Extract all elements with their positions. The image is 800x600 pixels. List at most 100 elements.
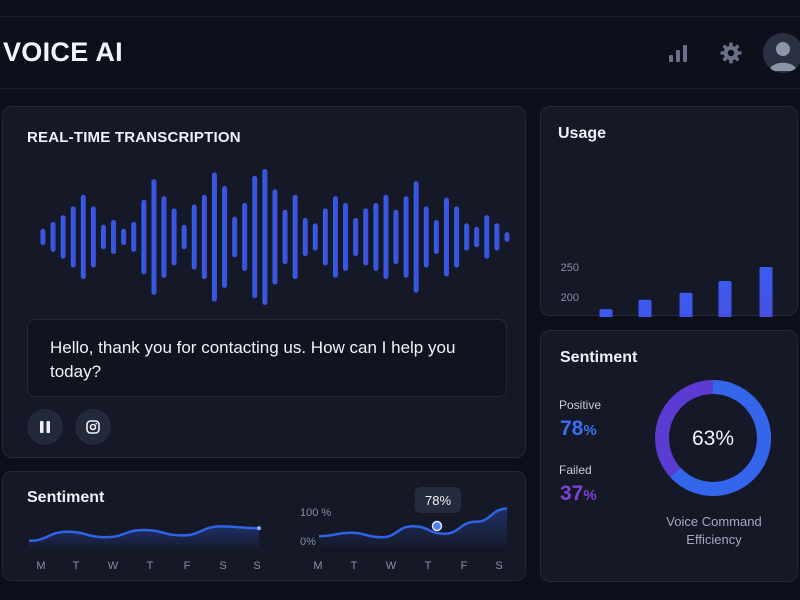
positive-label: Positive [559, 398, 602, 412]
trend-x-tick: S [219, 560, 226, 572]
waveform-bar [121, 228, 127, 246]
record-button[interactable] [75, 409, 111, 445]
waveform-bar [373, 203, 379, 271]
sentiment-card: Sentiment Positive 78% Failed 37% 63% Vo… [540, 330, 798, 582]
waveform-bar [393, 209, 399, 265]
trend-x-tick: S [253, 560, 260, 572]
waveform-bar [50, 222, 56, 252]
waveform-bar [333, 196, 338, 278]
trend-x-tick: T [147, 560, 154, 572]
sentiment-trend-title: Sentiment [27, 489, 105, 506]
trend-x-tick: W [108, 560, 119, 572]
waveform-bar [504, 232, 510, 242]
app-header: VOICE AI [0, 17, 800, 89]
trend-end-point [257, 526, 261, 531]
donut-arc [655, 380, 771, 496]
waveform-bar [171, 208, 177, 266]
usage-y-tick: 200 [561, 292, 579, 304]
waveform-bar [242, 203, 248, 271]
waveform-bar [464, 223, 470, 251]
waveform-bar [80, 194, 86, 280]
transcription-title: REAL-TIME TRANSCRIPTION [27, 129, 241, 146]
efficiency-donut: 63% [655, 380, 771, 496]
trend-tooltip-text: 78% [425, 493, 451, 508]
trend-y-tick: 0% [300, 536, 316, 548]
usage-y-tick: 250 [561, 262, 579, 274]
waveform-bar [484, 215, 490, 259]
waveform-bar [212, 172, 217, 302]
waveform-bar [101, 224, 106, 250]
trend-x-tick: F [461, 560, 468, 572]
waveform-bar [141, 199, 147, 275]
waveform-bar [252, 175, 258, 299]
waveform [40, 169, 510, 305]
usage-bar [599, 309, 613, 317]
gear-icon[interactable] [719, 41, 743, 65]
failed-unit: % [583, 487, 597, 504]
waveform-bar [60, 215, 66, 259]
waveform-bar [433, 220, 439, 254]
waveform-bar [222, 186, 228, 288]
pause-button[interactable] [27, 409, 63, 445]
waveform-bar [272, 189, 278, 285]
signal-bars-icon[interactable] [666, 41, 690, 65]
waveform-bar [383, 194, 389, 280]
waveform-bar [111, 220, 117, 254]
failed-number: 37 [560, 482, 584, 505]
failed-label: Failed [559, 463, 592, 477]
transcription-card: REAL-TIME TRANSCRIPTION Hello, thank you… [2, 106, 526, 458]
user-avatar-icon [769, 42, 797, 71]
waveform-bar [312, 223, 318, 251]
failed-value: 37% [560, 482, 597, 506]
trend-x-tick: M [36, 560, 45, 572]
usage-bar [759, 267, 773, 317]
positive-value: 78% [560, 417, 597, 441]
waveform-bar [282, 209, 288, 265]
trend-x-tick: T [73, 560, 80, 572]
waveform-bar [151, 179, 157, 295]
waveform-bar [181, 224, 187, 250]
trend-tooltip [415, 487, 461, 513]
waveform-bar [161, 196, 167, 278]
waveform-bar [413, 181, 419, 293]
donut-caption-line1: Voice Command [666, 514, 762, 529]
donut-label: 63% [692, 427, 734, 450]
trend-x-tick: T [351, 560, 358, 572]
waveform-bar [444, 197, 449, 277]
waveform-bar [131, 222, 137, 252]
waveform-bar [232, 216, 238, 258]
donut-caption: Voice Command Efficiency [649, 513, 779, 549]
usage-chart: 2502001501000MTWTS [561, 262, 773, 317]
trend-x-tick: S [495, 560, 502, 572]
user-avatar[interactable] [763, 33, 800, 73]
waveform-bar [70, 206, 76, 268]
trend-y-tick: 100 % [300, 507, 331, 519]
positive-unit: % [583, 422, 597, 439]
usage-bar [679, 292, 693, 317]
positive-number: 78 [560, 417, 584, 440]
trend-line [28, 525, 260, 543]
waveform-bar [201, 194, 207, 280]
usage-card: Usage 2502001501000MTWTS [540, 106, 798, 317]
waveform-bar [262, 169, 268, 305]
waveform-bar [403, 196, 409, 278]
waveform-bar [494, 223, 500, 251]
record-icon [86, 420, 100, 434]
usage-bar [718, 281, 732, 317]
waveform-bar [302, 218, 308, 257]
waveform-bar [363, 208, 369, 266]
waveform-bar [454, 206, 460, 268]
trend-x-tick: M [313, 560, 322, 572]
trend-highlight-point[interactable] [431, 520, 443, 532]
waveform-bar [292, 194, 298, 280]
waveform-bar [474, 226, 480, 248]
sentiment-title: Sentiment [560, 349, 638, 366]
trend-line [318, 507, 508, 539]
waveform-bar [353, 218, 359, 257]
waveform-bar [40, 228, 46, 246]
waveform-bar [191, 204, 197, 270]
transcript-text: Hello, thank you for contacting us. How … [27, 319, 507, 397]
waveform-bar [322, 208, 328, 266]
waveform-bar [90, 206, 96, 268]
waveform-bar [343, 203, 349, 271]
